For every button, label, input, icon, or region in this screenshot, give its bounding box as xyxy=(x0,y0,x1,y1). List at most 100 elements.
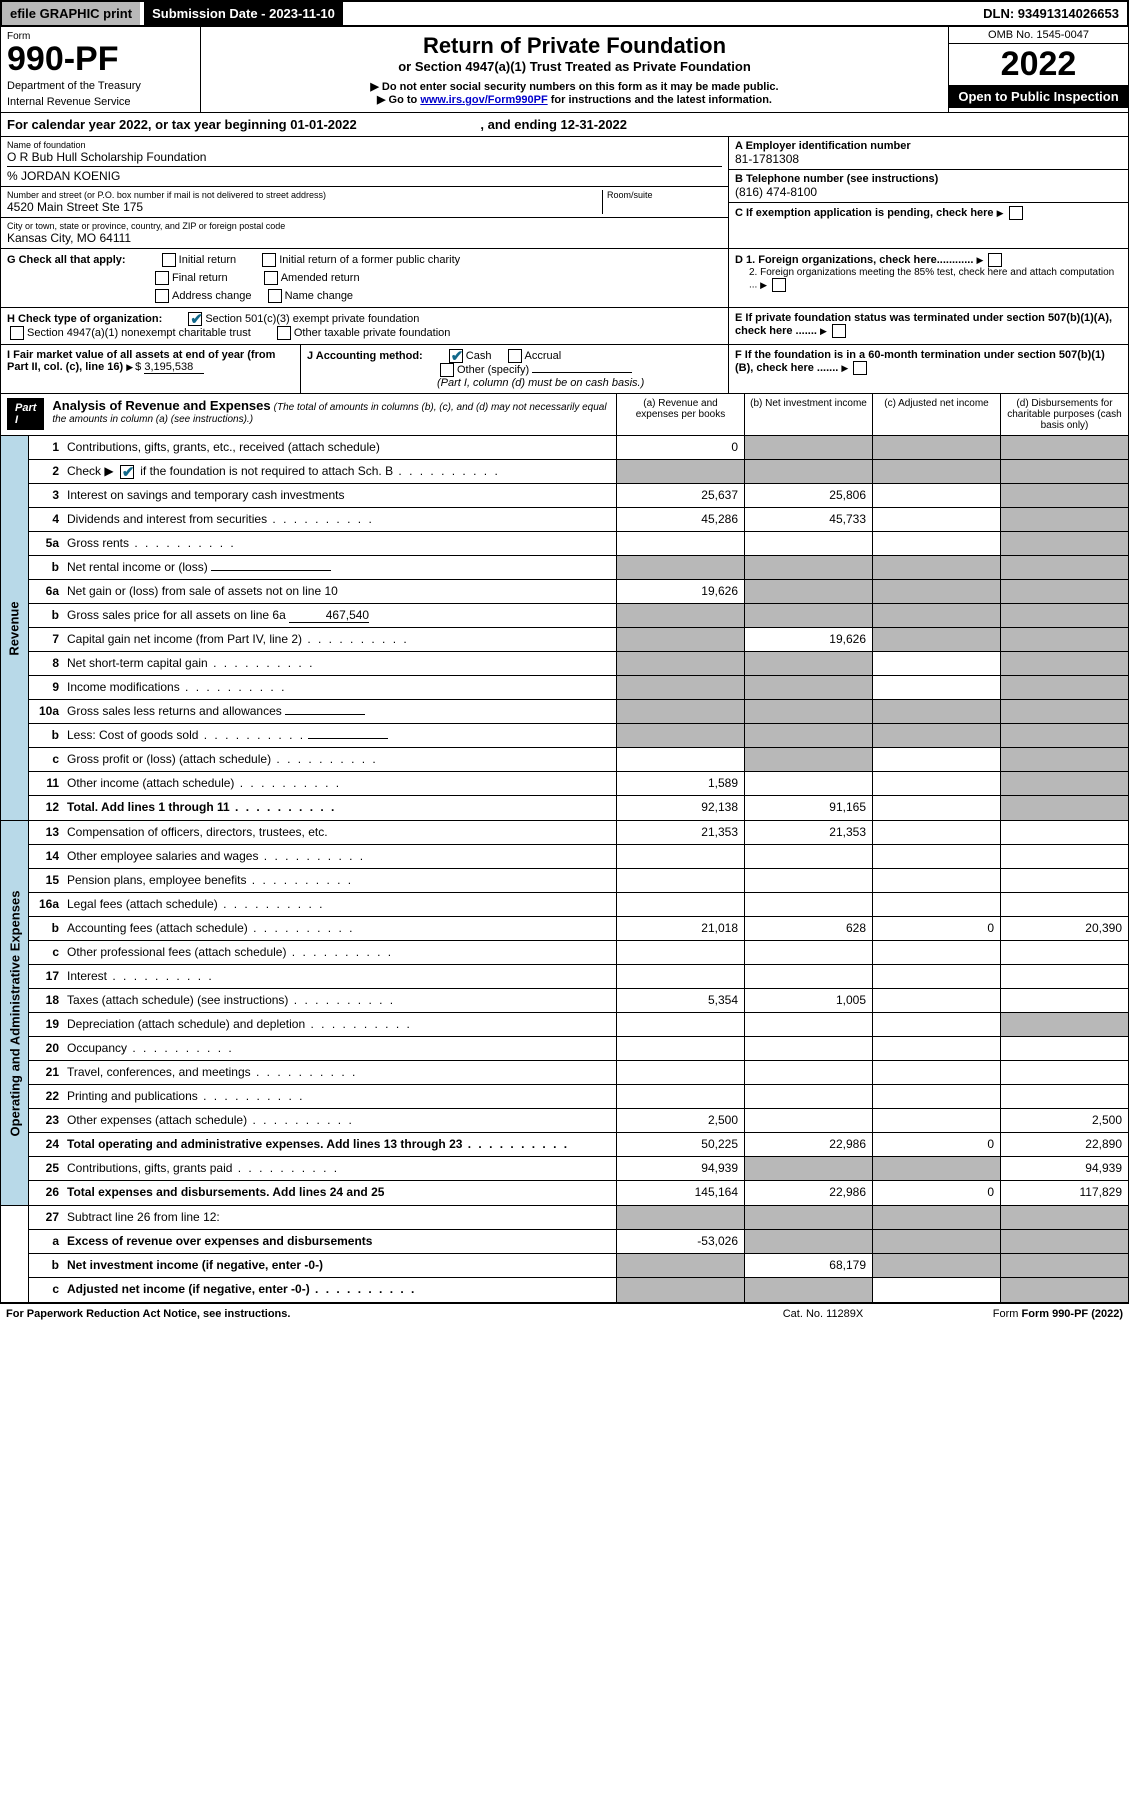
l7-a xyxy=(616,628,744,651)
chk-initial[interactable] xyxy=(162,253,176,267)
l13-num: 13 xyxy=(29,821,65,844)
chk-e[interactable] xyxy=(832,324,846,338)
l5b-desc: Net rental income or (loss) xyxy=(65,556,616,579)
l27a-c xyxy=(872,1230,1000,1253)
l10b-d xyxy=(1000,724,1128,747)
l21-b xyxy=(744,1061,872,1084)
g-label: G Check all that apply: xyxy=(7,254,126,266)
l5a-d xyxy=(1000,532,1128,555)
l1-d xyxy=(1000,436,1128,459)
l16b-c: 0 xyxy=(872,917,1000,940)
l27c-txt: Adjusted net income (if negative, enter … xyxy=(67,1282,310,1296)
l25-d: 94,939 xyxy=(1000,1157,1128,1180)
chk-cash[interactable] xyxy=(449,349,463,363)
arrow-icon xyxy=(126,361,135,373)
l24-desc: Total operating and administrative expen… xyxy=(65,1133,616,1156)
chk-d1[interactable] xyxy=(988,253,1002,267)
c-checkbox[interactable] xyxy=(1009,206,1023,220)
chk-schb[interactable] xyxy=(120,465,134,479)
l27b-c xyxy=(872,1254,1000,1277)
l22-txt: Printing and publications xyxy=(67,1089,198,1103)
chk-other-method[interactable] xyxy=(440,363,454,377)
l13-a: 21,353 xyxy=(616,821,744,844)
l27c-desc: Adjusted net income (if negative, enter … xyxy=(65,1278,616,1302)
l5a-a xyxy=(616,532,744,555)
l5b-d xyxy=(1000,556,1128,579)
l19-b xyxy=(744,1013,872,1036)
l17-b xyxy=(744,965,872,988)
g-initial: Initial return xyxy=(179,254,236,266)
l8-txt: Net short-term capital gain xyxy=(67,656,208,670)
l6a-d xyxy=(1000,580,1128,603)
form-subtitle: or Section 4947(a)(1) Trust Treated as P… xyxy=(207,59,942,74)
l18-txt: Taxes (attach schedule) (see instruction… xyxy=(67,993,288,1007)
arrow-icon xyxy=(976,254,985,266)
l16c-txt: Other professional fees (attach schedule… xyxy=(67,945,286,959)
l3-num: 3 xyxy=(29,484,65,507)
chk-d2[interactable] xyxy=(772,278,786,292)
l4-txt: Dividends and interest from securities xyxy=(67,512,267,526)
chk-name-change[interactable] xyxy=(268,289,282,303)
l5a-c xyxy=(872,532,1000,555)
l24-c: 0 xyxy=(872,1133,1000,1156)
l27b-d xyxy=(1000,1254,1128,1277)
chk-addr-change[interactable] xyxy=(155,289,169,303)
l6b-b xyxy=(744,604,872,627)
j-other: Other (specify) xyxy=(457,364,529,376)
col-a-hdr: (a) Revenue and expenses per books xyxy=(616,394,744,435)
l21-txt: Travel, conferences, and meetings xyxy=(67,1065,251,1079)
chk-4947[interactable] xyxy=(10,326,24,340)
l10b-a xyxy=(616,724,744,747)
l18-desc: Taxes (attach schedule) (see instruction… xyxy=(65,989,616,1012)
chk-accrual[interactable] xyxy=(508,349,522,363)
l18-a: 5,354 xyxy=(616,989,744,1012)
l2-desc: Check ▶ if the foundation is not require… xyxy=(65,460,616,483)
l5b-a xyxy=(616,556,744,579)
l23-a: 2,500 xyxy=(616,1109,744,1132)
chk-initial-former[interactable] xyxy=(262,253,276,267)
chk-f[interactable] xyxy=(853,361,867,375)
room-label: Room/suite xyxy=(607,190,722,200)
l15-b xyxy=(744,869,872,892)
l23-c xyxy=(872,1109,1000,1132)
irs-link[interactable]: www.irs.gov/Form990PF xyxy=(420,94,547,106)
l24-d: 22,890 xyxy=(1000,1133,1128,1156)
l10a-b xyxy=(744,700,872,723)
chk-501c3[interactable] xyxy=(188,312,202,326)
l26-num: 26 xyxy=(29,1181,65,1205)
l23-num: 23 xyxy=(29,1109,65,1132)
l6b-val: 467,540 xyxy=(289,608,369,623)
l27b-desc: Net investment income (if negative, ente… xyxy=(65,1254,616,1277)
l23-desc: Other expenses (attach schedule) xyxy=(65,1109,616,1132)
chk-other-tax[interactable] xyxy=(277,326,291,340)
fmv-value: 3,195,538 xyxy=(144,361,204,374)
chk-final[interactable] xyxy=(155,271,169,285)
l10c-c xyxy=(872,748,1000,771)
revenue-vlabel: Revenue xyxy=(1,436,29,820)
l7-txt: Capital gain net income (from Part IV, l… xyxy=(67,632,302,646)
l27c-b xyxy=(744,1278,872,1302)
l6b-txt: Gross sales price for all assets on line… xyxy=(67,608,286,622)
l9-txt: Income modifications xyxy=(67,680,180,694)
revenue-text: Revenue xyxy=(7,601,22,655)
section-g-row: G Check all that apply: Initial return I… xyxy=(0,249,1129,308)
l5b-input[interactable] xyxy=(211,570,331,571)
efile-btn[interactable]: efile GRAPHIC print xyxy=(2,2,140,25)
l10b-input[interactable] xyxy=(308,738,388,739)
chk-amended[interactable] xyxy=(264,271,278,285)
l10a-input[interactable] xyxy=(285,714,365,715)
l6a-a: 19,626 xyxy=(616,580,744,603)
d1: D 1. Foreign organizations, check here..… xyxy=(735,254,973,266)
l18-num: 18 xyxy=(29,989,65,1012)
l21-num: 21 xyxy=(29,1061,65,1084)
l3-a: 25,637 xyxy=(616,484,744,507)
j-label: J Accounting method: xyxy=(307,350,423,362)
other-method-input[interactable] xyxy=(532,372,632,373)
l22-num: 22 xyxy=(29,1085,65,1108)
l21-desc: Travel, conferences, and meetings xyxy=(65,1061,616,1084)
l27c-c xyxy=(872,1278,1000,1302)
g-addr-change: Address change xyxy=(172,290,252,302)
l27b-a xyxy=(616,1254,744,1277)
l10c-a xyxy=(616,748,744,771)
col-d-hdr: (d) Disbursements for charitable purpose… xyxy=(1000,394,1128,435)
